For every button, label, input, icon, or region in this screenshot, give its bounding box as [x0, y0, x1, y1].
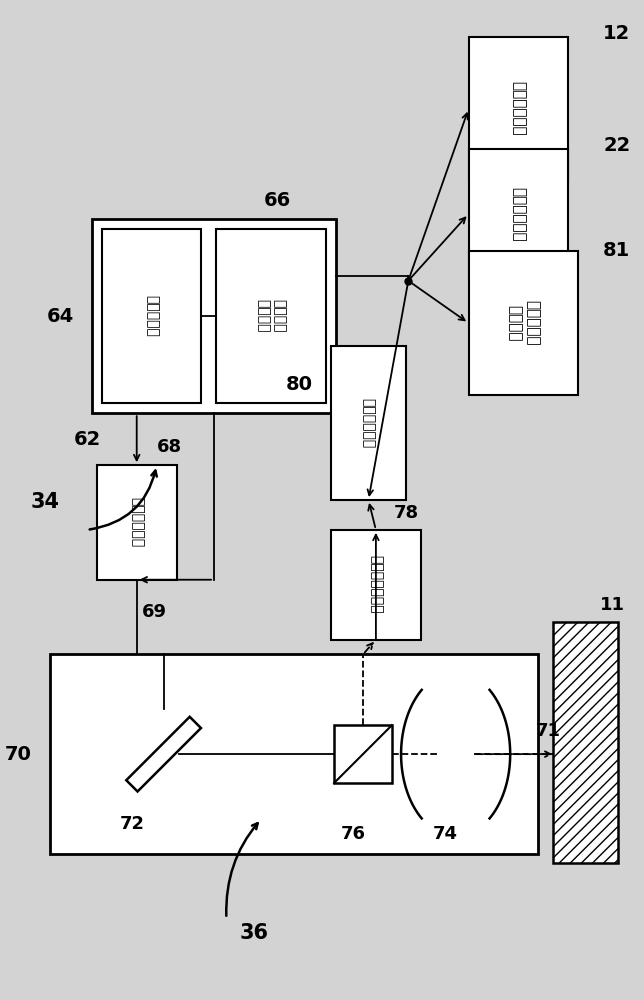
- Bar: [102, 229, 202, 403]
- Text: 激光振荡器: 激光振荡器: [145, 295, 158, 337]
- Text: 81: 81: [603, 241, 630, 260]
- Text: 加工进给单元: 加工进给单元: [511, 81, 526, 136]
- Text: 70: 70: [5, 745, 32, 764]
- Text: 76: 76: [341, 825, 366, 843]
- Bar: [92, 219, 336, 413]
- Text: 36: 36: [240, 923, 269, 943]
- Bar: [331, 346, 406, 500]
- Text: 66: 66: [263, 191, 290, 210]
- Text: 级数计算单元: 级数计算单元: [361, 398, 375, 448]
- Text: 68: 68: [156, 438, 182, 456]
- Text: 62: 62: [74, 430, 101, 449]
- Text: 反射光量检测器: 反射光量检测器: [369, 555, 383, 614]
- Bar: [469, 149, 568, 279]
- Text: 11: 11: [600, 596, 625, 614]
- Text: 72: 72: [120, 815, 145, 833]
- Bar: [50, 654, 538, 854]
- Text: 69: 69: [142, 603, 167, 621]
- Text: 78: 78: [394, 504, 419, 522]
- Bar: [331, 530, 421, 640]
- Bar: [97, 465, 176, 580]
- Bar: [469, 251, 578, 395]
- Bar: [553, 622, 618, 863]
- Text: 12: 12: [603, 24, 630, 43]
- Text: 输出调整单元: 输出调整单元: [129, 497, 144, 548]
- Text: 80: 80: [286, 375, 313, 394]
- Text: 74: 74: [433, 825, 458, 843]
- Bar: [126, 717, 201, 791]
- Text: 22: 22: [603, 136, 630, 155]
- Text: 34: 34: [30, 492, 59, 512]
- Text: 64: 64: [46, 307, 74, 326]
- Bar: [334, 725, 392, 783]
- Bar: [216, 229, 326, 403]
- Text: 重复频率
设定单元: 重复频率 设定单元: [256, 299, 287, 333]
- Text: 71: 71: [535, 722, 560, 740]
- Bar: [469, 37, 568, 181]
- Text: 分度进给单元: 分度进给单元: [511, 187, 526, 241]
- Text: 聚光点位置
变更单元: 聚光点位置 变更单元: [507, 300, 540, 346]
